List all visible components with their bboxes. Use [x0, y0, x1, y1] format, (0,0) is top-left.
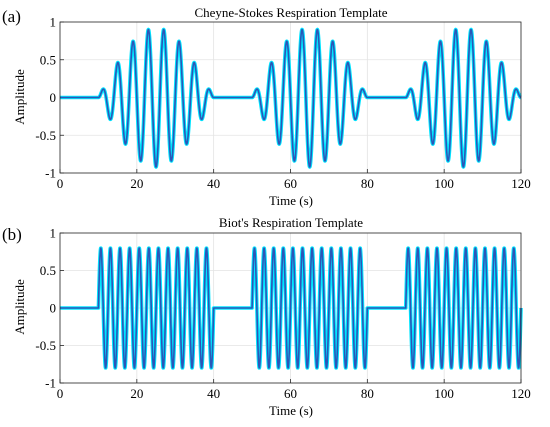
panel-a-xtick-label: 120 — [511, 176, 531, 191]
panel-b-ylabel: Amplitude — [12, 279, 27, 335]
panel-a-xtick-label: 40 — [207, 176, 220, 191]
panel-b-title: Biot's Respiration Template — [219, 215, 363, 230]
panel-b-biot: (b) Biot's Respiration Template Time (s)… — [2, 215, 531, 418]
panel-a-xtick-label: 100 — [434, 176, 454, 191]
panel-b-xlabel: Time (s) — [269, 403, 313, 418]
panel-b-series — [58, 246, 523, 370]
panel-b-xtick-label: 60 — [284, 386, 297, 401]
panel-b-xtick-label: 20 — [130, 386, 143, 401]
panel-b-series-line — [59, 247, 522, 369]
panel-a-xtick-label: 20 — [130, 176, 143, 191]
panel-a-axes-box — [59, 21, 522, 174]
panel-a-ytick-label: -0.5 — [35, 128, 56, 143]
panel-a-ylabel: Amplitude — [12, 69, 27, 125]
panel-b-xtick-label: 120 — [511, 386, 531, 401]
panel-a-xtick-label: 0 — [57, 176, 64, 191]
panel-b-xtick-label: 80 — [361, 386, 374, 401]
panel-b-ticks: 0 20 40 60 80 100 120 -1 -0.5 0 0.5 1 — [35, 226, 530, 402]
panel-a-ytick-label: -1 — [45, 166, 56, 181]
panel-b-ytick-label: 0.5 — [40, 263, 56, 278]
panel-a-xtick-label: 80 — [361, 176, 374, 191]
panel-b-ytick-label: -1 — [45, 376, 56, 391]
panel-a-ytick-label: 1 — [50, 15, 57, 30]
panel-b-ytick-label: 0 — [50, 301, 57, 316]
panel-a-series-line — [59, 28, 522, 168]
panel-a-label: (a) — [2, 7, 21, 26]
panel-b-axes-box — [59, 232, 522, 384]
panel-b-xtick-label: 40 — [207, 386, 220, 401]
panel-b-ytick-label: -0.5 — [35, 338, 56, 353]
panel-a-series — [58, 27, 523, 169]
panel-a-xlabel: Time (s) — [269, 193, 313, 208]
panel-b-xtick-label: 0 — [57, 386, 64, 401]
panel-a-title: Cheyne-Stokes Respiration Template — [194, 5, 387, 20]
panel-b-ytick-label: 1 — [50, 226, 57, 241]
panel-b-label: (b) — [2, 225, 22, 244]
panel-a-ytick-label: 0.5 — [40, 52, 56, 67]
panel-b-xtick-label: 100 — [434, 386, 454, 401]
panel-a-ytick-label: 0 — [50, 90, 57, 105]
panel-a-cheyne-stokes: (a) Cheyne-Stokes Respiration Template T… — [2, 5, 531, 208]
panel-a-xtick-label: 60 — [284, 176, 297, 191]
